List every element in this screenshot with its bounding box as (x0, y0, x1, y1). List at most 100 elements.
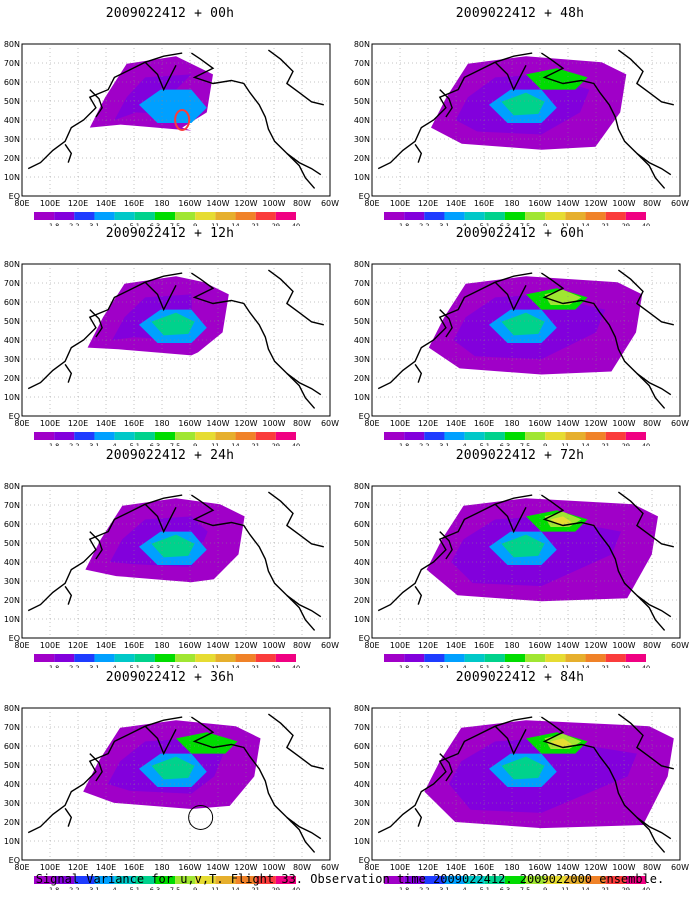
colorbar-swatch (275, 212, 296, 220)
colorbar-label: 40 (292, 886, 300, 890)
lon-label: 120E (68, 863, 88, 872)
lat-label: 40N (4, 116, 20, 125)
lat-label: EQ (359, 856, 370, 865)
colorbar-swatch (34, 432, 55, 440)
colorbar-label: 1.8 (399, 442, 409, 446)
variance-contour (176, 732, 238, 754)
colorbar-label: 3.1 (439, 886, 449, 890)
colorbar-swatch (545, 432, 566, 440)
lon-label: 180 (154, 863, 169, 872)
colorbar-swatch (444, 432, 465, 440)
lon-label: 140W (206, 863, 229, 872)
colorbar-label: 21 (252, 222, 260, 226)
map-panel: 2009022412 + 48h 80N 70N 60N 50N 40N 30N 20N 10N… (350, 6, 690, 226)
colorbar-label: 3.1 (89, 886, 99, 890)
lon-label: 60W (321, 199, 339, 208)
map-panel: 2009022412 + 60h 80N 70N 60N 50N 40N 30N 20N 10N… (350, 226, 690, 446)
colorbar-label: 40 (642, 664, 650, 668)
colorbar-swatch (134, 654, 155, 662)
lon-label: 160W (178, 863, 201, 872)
colorbar-swatch (134, 432, 155, 440)
coastline (636, 594, 672, 618)
coastline (89, 531, 103, 560)
colorbar-label: 5.1 (480, 442, 490, 446)
lat-label: 80N (354, 704, 370, 713)
coastline (286, 816, 322, 840)
colorbar-swatch (255, 432, 276, 440)
coastline (267, 49, 324, 106)
lat-label: 10N (4, 393, 20, 402)
lat-label: EQ (359, 634, 370, 643)
map-panel: 2009022412 + 72h 80N 70N 60N 50N 40N 30N 20N 10N… (350, 448, 690, 668)
colorbar-swatch (114, 654, 135, 662)
colorbar-swatch (195, 212, 216, 220)
lon-label: 140W (556, 863, 579, 872)
map-panel: 2009022412 + 36h 80N 70N 60N 50N 40N 30N 20N 10N… (0, 670, 340, 890)
colorbar-label: 14 (231, 886, 239, 890)
lon-label: 140W (206, 641, 229, 650)
coastline (377, 716, 533, 834)
lat-label: 50N (4, 317, 20, 326)
variance-contour (526, 68, 588, 90)
colorbar-swatch (585, 432, 606, 440)
colorbar-label: 6.3 (150, 222, 160, 226)
colorbar-label: 14 (581, 442, 589, 446)
lat-label: 40N (354, 336, 370, 345)
lat-label: 10N (354, 393, 370, 402)
variance-contour (151, 312, 195, 336)
lon-label: 140W (556, 641, 579, 650)
coastline (27, 272, 183, 390)
coastline (414, 143, 423, 163)
colorbar-swatch (275, 876, 296, 884)
lat-label: 60N (354, 78, 370, 87)
coastline (64, 585, 73, 605)
lat-label: 80N (4, 482, 20, 491)
lon-label: 120W (234, 641, 257, 650)
lat-label: 60N (354, 520, 370, 529)
lon-label: 160E (474, 199, 494, 208)
colorbar-label: 11 (211, 886, 219, 890)
lon-label: 160W (528, 863, 551, 872)
lat-label: 20N (4, 374, 20, 383)
coastline (144, 503, 177, 534)
lon-label: 140E (96, 419, 116, 428)
lon-label: 120E (68, 641, 88, 650)
coastline (191, 716, 316, 853)
colorbar-label: 9 (193, 664, 197, 668)
coastline (267, 491, 324, 548)
colorbar-swatch (54, 432, 75, 440)
colorbar-label: 29 (272, 664, 280, 668)
lat-label: 30N (4, 355, 20, 364)
colorbar-label: 40 (292, 664, 300, 668)
colorbar-label: 14 (581, 664, 589, 668)
lat-label: 30N (354, 799, 370, 808)
lon-label: 160E (474, 863, 494, 872)
lat-label: 20N (354, 154, 370, 163)
colorbar-label: 21 (602, 664, 610, 668)
lon-label: 120E (68, 419, 88, 428)
colorbar-swatch (175, 212, 196, 220)
colorbar-label: 7.5 (520, 442, 530, 446)
lon-label: 120W (234, 863, 257, 872)
colorbar-swatch (255, 654, 276, 662)
colorbar-label: 29 (272, 222, 280, 226)
coastline (414, 807, 423, 827)
coastline (377, 494, 533, 612)
colorbar-label: 6.3 (500, 442, 510, 446)
colorbar-swatch (215, 212, 236, 220)
colorbar-label: 1.8 (49, 222, 59, 226)
lat-label: 40N (4, 780, 20, 789)
colorbar-swatch (545, 212, 566, 220)
colorbar-swatch (565, 876, 586, 884)
lon-label: 80E (364, 419, 379, 428)
colorbar-swatch (424, 212, 445, 220)
lon-label: 100W (262, 863, 285, 872)
colorbar-swatch (34, 876, 55, 884)
colorbar-swatch (464, 876, 485, 884)
coastline (494, 61, 527, 92)
coastline (377, 272, 533, 390)
colorbar-swatch (235, 876, 256, 884)
